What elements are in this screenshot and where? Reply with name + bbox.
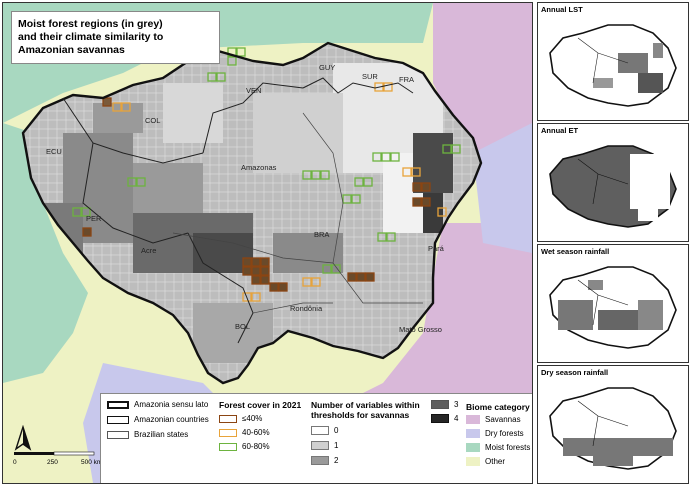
var-3-label: 3 [454, 400, 459, 409]
var-4-label: 4 [454, 414, 459, 423]
cover-60-80-label: 60-80% [242, 442, 270, 451]
panel-wet-season-rainfall: Wet season rainfall [537, 244, 689, 363]
scale-end: 500 km [81, 459, 103, 466]
biome-other-label: Other [485, 457, 506, 466]
panel-map-dry-season [549, 387, 677, 470]
var-4-swatch [431, 414, 449, 424]
label-acre: Acre [141, 246, 157, 255]
forest-cover-cells [72, 47, 461, 302]
amazonia-boundary [21, 41, 483, 385]
forest-cover-title: Forest cover in 2021 [219, 400, 302, 410]
label-sur: SUR [362, 72, 378, 81]
state-borders [172, 112, 423, 314]
cover-40-60-label: 40-60% [242, 428, 270, 437]
label-para: Pará [428, 244, 444, 253]
legend-cover-40-60: 40-60% [219, 428, 270, 437]
label-ecu: ECU [46, 147, 62, 156]
var-0-swatch [311, 426, 329, 436]
cover-40-60-swatch [219, 428, 237, 437]
moist-forest-andes [3, 123, 88, 383]
map-legend: Amazonia sensu lato Amazonian countries … [100, 393, 532, 483]
panel-dry-season-rainfall: Dry season rainfall [537, 365, 689, 484]
legend-var-4: 4 [431, 414, 459, 424]
map-title-line-3: Amazonian savannas [18, 44, 125, 56]
cells-60-80 [72, 47, 461, 274]
legend-biome-dry-forests: Dry forests [466, 429, 524, 439]
variables-title-2: thresholds for savannas [311, 410, 410, 420]
legend-cover-60-80: 60-80% [219, 442, 270, 451]
panel-title-annual-et: Annual ET [541, 126, 579, 135]
other-swatch [466, 457, 480, 467]
biome-title: Biome category [466, 402, 530, 412]
label-guy: GUY [319, 63, 336, 72]
map-title-box: Moist forest regions (in grey) and their… [11, 11, 220, 64]
panel-map-annual-lst [549, 24, 677, 107]
legend-cover-le40: ≤40% [219, 414, 262, 423]
legend-amazonian-countries: Amazonian countries [107, 415, 209, 424]
var-0-label: 0 [334, 426, 339, 435]
legend-biome-other: Other [466, 457, 506, 467]
legend-biome-savannas: Savannas [466, 415, 521, 425]
panel-title-annual-lst: Annual LST [541, 5, 583, 14]
panel-annual-et: Annual ET [537, 123, 689, 242]
legend-amazonia-sensu-lato: Amazonia sensu lato [107, 400, 208, 409]
main-map: Moist forest regions (in grey) and their… [2, 2, 533, 484]
var-1-label: 1 [334, 441, 339, 450]
legend-biome-moist-forests: Moist forests [466, 443, 531, 453]
legend-var-3: 3 [431, 400, 459, 410]
biome-savannas-label: Savannas [485, 415, 521, 424]
panel-annual-lst: Annual LST [537, 2, 689, 121]
var-2-swatch [311, 456, 329, 466]
scale-start: 0 [13, 459, 17, 466]
cover-le40-label: ≤40% [242, 414, 263, 423]
panel-map-wet-season [549, 266, 677, 349]
cells-40-60 [112, 82, 447, 302]
label-mato-grosso: Mato Grosso [399, 325, 442, 334]
cover-le40-swatch [219, 414, 237, 423]
moist-forest-guiana [183, 3, 433, 48]
moist-forests-swatch [466, 443, 480, 453]
legend-var-1: 1 [311, 441, 339, 451]
biome-moist-forests-label: Moist forests [485, 443, 531, 452]
map-title-line-1: Moist forest regions (in grey) [18, 18, 163, 30]
legend-boundary-label-0: Amazonia sensu lato [134, 400, 209, 409]
scale-bar [14, 451, 95, 456]
north-arrow-icon [14, 425, 32, 451]
panel-map-annual-et [549, 145, 677, 228]
amazonia-swatch [107, 400, 129, 409]
var-2-label: 2 [334, 456, 339, 465]
savannas-swatch [466, 415, 480, 425]
legend-brazilian-states: Brazilian states [107, 430, 188, 439]
dry-forests-swatch [466, 429, 480, 439]
var-3-swatch [431, 400, 449, 410]
scale-mid: 250 [47, 459, 58, 466]
cells-le40 [82, 97, 431, 292]
legend-var-2: 2 [311, 456, 339, 466]
legend-boundary-label-1: Amazonian countries [134, 415, 209, 424]
panel-title-dry-season: Dry season rainfall [541, 368, 609, 377]
variables-title-1: Number of variables within [311, 400, 420, 410]
label-rondonia: Rondônia [290, 304, 323, 313]
countries-swatch [107, 415, 129, 424]
states-swatch [107, 430, 129, 439]
label-amazonas: Amazonas [241, 163, 277, 172]
biome-dry-forests-label: Dry forests [485, 429, 524, 438]
var-1-swatch [311, 441, 329, 451]
panel-title-wet-season: Wet season rainfall [541, 247, 610, 256]
map-title-line-2: and their climate similarity to [18, 31, 164, 43]
cover-60-80-swatch [219, 442, 237, 451]
country-borders [62, 77, 414, 344]
label-ven: VEN [246, 86, 262, 95]
label-bra: BRA [314, 230, 330, 239]
legend-boundary-label-2: Brazilian states [134, 430, 189, 439]
dry-forest-east [473, 123, 532, 253]
label-bol: BOL [235, 322, 251, 331]
label-per: PER [86, 214, 102, 223]
label-col: COL [145, 116, 161, 125]
label-fra: FRA [399, 75, 414, 84]
legend-var-0: 0 [311, 426, 339, 436]
